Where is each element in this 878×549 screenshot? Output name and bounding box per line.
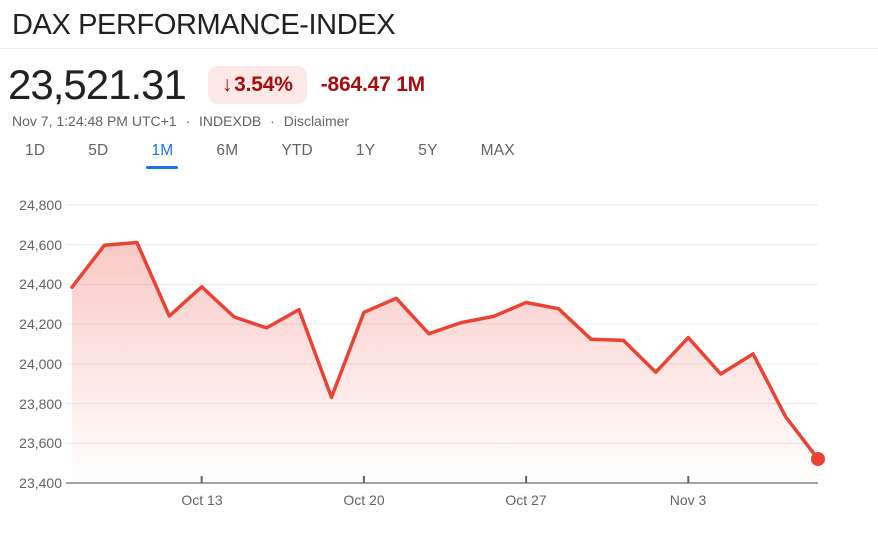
data-source-label: INDEXDB — [199, 113, 262, 129]
price-chart-svg — [66, 204, 825, 484]
range-tab-max[interactable]: MAX — [480, 142, 515, 159]
change-percent-badge: ↓ 3.54% — [207, 66, 307, 104]
current-price: 23,521.31 — [8, 61, 187, 108]
y-axis-label: 23,400 — [19, 475, 62, 491]
x-axis-label: Oct 27 — [505, 492, 547, 508]
quote-meta-line: Nov 7, 1:24:48 PM UTC+1 · INDEXDB · Disc… — [0, 101, 878, 129]
down-arrow-icon: ↓ — [221, 73, 233, 96]
x-axis-label: Nov 3 — [669, 492, 707, 508]
change-absolute-value: -864.47 — [320, 73, 391, 96]
y-axis-label: 24,400 — [19, 276, 62, 292]
index-quote-card: DAX PERFORMANCE-INDEX 23,521.31 ↓ 3.54% … — [0, 0, 878, 529]
quote-timestamp: Nov 7, 1:24:48 PM UTC+1 — [12, 113, 177, 129]
y-axis-label: 23,600 — [19, 435, 62, 451]
header-divider — [0, 48, 878, 49]
range-tab-5d[interactable]: 5D — [88, 142, 109, 159]
change-absolute: -864.47 1M — [321, 73, 425, 97]
quote-row: 23,521.31 ↓ 3.54% -864.47 1M — [0, 49, 878, 108]
change-percent-value: 3.54% — [234, 73, 293, 96]
price-chart[interactable]: 24,800 24,600 24,400 24,200 24,000 23,800 23,6… — [0, 185, 878, 529]
range-tab-5y[interactable]: 5Y — [418, 142, 438, 159]
range-tab-ytd[interactable]: YTD — [281, 142, 313, 159]
y-axis-label: 23,800 — [19, 396, 62, 412]
range-tab-1m[interactable]: 1M — [151, 142, 174, 159]
area-fill — [72, 242, 818, 483]
y-axis-label: 24,000 — [19, 356, 62, 372]
meta-separator: · — [270, 113, 275, 129]
range-tab-1y[interactable]: 1Y — [355, 142, 376, 159]
page-title: DAX PERFORMANCE-INDEX — [12, 9, 396, 41]
y-axis-label: 24,600 — [19, 237, 62, 253]
y-axis-label: 24,800 — [19, 197, 62, 213]
meta-separator: · — [185, 113, 191, 129]
price-line — [70, 240, 820, 461]
y-axis-label: 24,200 — [19, 316, 62, 332]
range-tab-6m[interactable]: 6M — [216, 142, 239, 159]
x-axis-label: Oct 20 — [343, 492, 385, 508]
change-period-label: 1M — [396, 73, 425, 96]
disclaimer-link[interactable]: Disclaimer — [283, 113, 350, 129]
last-price-dot — [811, 452, 825, 466]
x-axis-label: Oct 13 — [181, 492, 223, 508]
range-tab-1d[interactable]: 1D — [25, 142, 46, 159]
range-tabs: 1D 5D 1M 6M YTD 1Y 5Y MAX — [0, 129, 878, 160]
